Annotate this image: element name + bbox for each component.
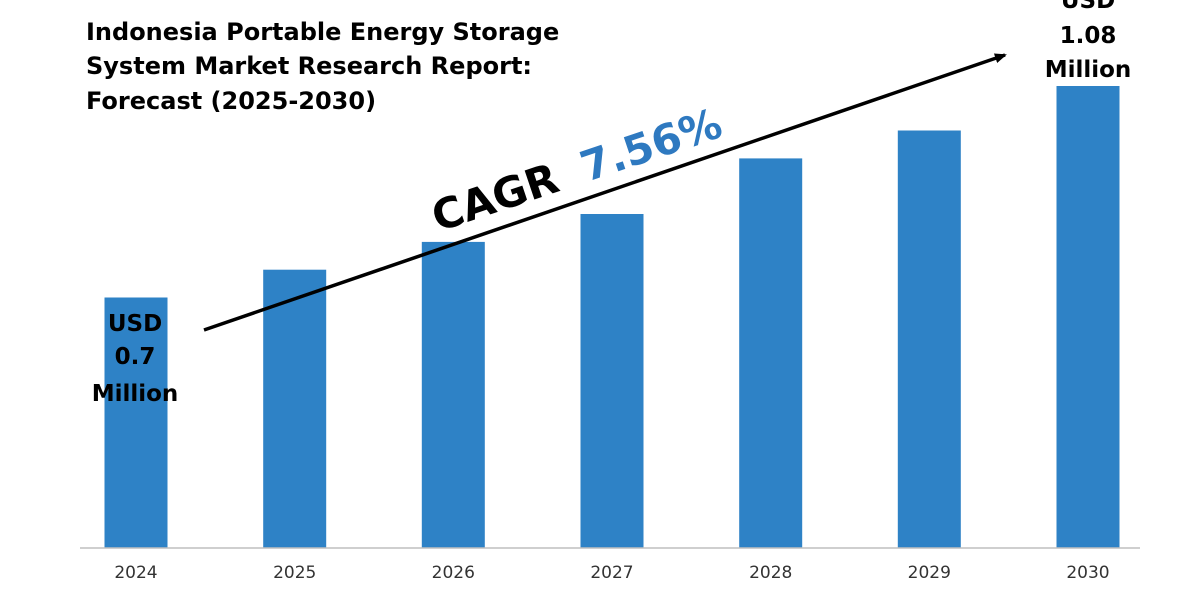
cagr-trend-arrow	[203, 53, 1007, 332]
bar-2026	[421, 241, 485, 548]
x-tick-label-2025: 2025	[273, 563, 316, 583]
bar-2028	[739, 158, 803, 548]
x-tick-label-2028: 2028	[749, 563, 792, 583]
cagr-annotation: CAGR 7.56%	[426, 99, 728, 242]
bar-2025	[263, 269, 327, 548]
end-value-label: USD 1.08 Million	[1045, 0, 1132, 83]
start-value-label: USD 0.7 Million	[92, 311, 179, 407]
x-tick-label-2029: 2029	[908, 563, 951, 583]
start-value-label-line-3: Million	[92, 381, 179, 407]
end-value-label-line-1: USD	[1061, 0, 1115, 14]
bar-series	[104, 86, 1120, 548]
bar-2027	[580, 214, 644, 548]
chart-title-line-1: Indonesia Portable Energy Storage	[86, 18, 559, 46]
bar-2029	[897, 130, 961, 548]
end-value-label-line-3: Million	[1045, 57, 1132, 83]
chart-title: Indonesia Portable Energy Storage System…	[86, 18, 559, 115]
x-tick-label-2026: 2026	[432, 563, 475, 583]
chart-title-line-2: System Market Research Report:	[86, 52, 532, 80]
bar-2030	[1056, 86, 1120, 548]
start-value-label-line-1: USD	[108, 311, 162, 337]
chart-title-line-3: Forecast (2025-2030)	[86, 87, 376, 115]
x-tick-label-2024: 2024	[114, 563, 157, 583]
x-tick-label-2027: 2027	[590, 563, 633, 583]
bar-2024	[104, 297, 168, 548]
x-axis-tick-labels: 2024 2025 2026 2027 2028 2029 2030	[114, 563, 1109, 583]
end-value-label-line-2: 1.08	[1060, 23, 1117, 49]
start-value-label-line-2: 0.7	[115, 344, 156, 370]
x-tick-label-2030: 2030	[1066, 563, 1109, 583]
